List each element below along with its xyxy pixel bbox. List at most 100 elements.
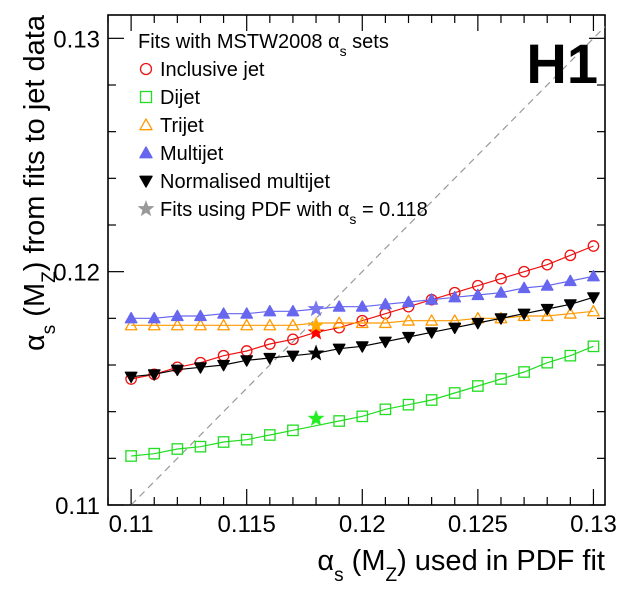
- data-point: [286, 318, 300, 331]
- y-axis-title-mid: (M: [19, 283, 51, 325]
- data-point: [379, 336, 392, 349]
- data-point: [448, 322, 462, 335]
- data-point: [564, 249, 577, 262]
- x-tick-label: 0.13: [570, 511, 617, 538]
- data-point: [217, 436, 230, 448]
- data-point: [587, 240, 600, 252]
- series-dijet: [125, 340, 600, 462]
- legend-star-label-suffix: = 0.118: [356, 199, 427, 221]
- data-point: [564, 349, 577, 362]
- data-point: [563, 274, 577, 287]
- diagonal-line: [130, 26, 606, 506]
- y-axis-title: αs (MZ) from fits to jet data: [19, 14, 60, 351]
- data-point: [587, 304, 600, 317]
- x-tick-label: 0.115: [218, 511, 276, 538]
- x-axis-title-mid: (M: [344, 545, 386, 577]
- legend-marker: [139, 175, 153, 188]
- data-point: [425, 293, 438, 305]
- y-axis-title-subscript: s: [39, 325, 60, 335]
- data-point: [540, 279, 554, 291]
- data-point: [332, 343, 346, 356]
- data-point: [541, 258, 554, 271]
- data-point: [217, 307, 230, 319]
- data-point: [263, 338, 276, 350]
- data-point: [263, 304, 277, 317]
- data-point: [170, 318, 184, 331]
- legend-marker: [139, 62, 153, 76]
- x-axis-title-subscript-2: Z: [385, 565, 397, 586]
- legend-label: Normalised multijet: [160, 171, 330, 193]
- data-point: [518, 366, 530, 378]
- data-point: [332, 316, 346, 329]
- data-point: [471, 317, 485, 330]
- data-point: [495, 272, 507, 285]
- data-point: [124, 318, 138, 331]
- legend-marker: [139, 90, 153, 104]
- series-multijet: [124, 269, 600, 324]
- data-point: [540, 303, 554, 316]
- data-point: [472, 380, 484, 392]
- data-point: [194, 318, 207, 331]
- data-point: [170, 364, 184, 377]
- data-point: [402, 331, 415, 344]
- data-point: [217, 318, 230, 331]
- axis-ticks: [107, 15, 605, 506]
- star-point: [307, 300, 325, 317]
- data-point: [494, 286, 508, 298]
- x-axis-title-subscript: s: [334, 565, 344, 586]
- legend-star-marker: [137, 200, 155, 217]
- legend-label: Dijet: [160, 87, 200, 109]
- x-axis-title-suffix: ) used in PDF fit: [397, 545, 605, 577]
- y-axis-title-subscript-2: Z: [39, 271, 60, 283]
- series-line: [131, 245, 594, 380]
- star-point: [307, 316, 325, 333]
- data-point: [286, 350, 300, 363]
- data-point: [495, 373, 507, 385]
- data-point: [240, 318, 254, 331]
- legend-star-label: Fits using PDF with αs = 0.118: [160, 199, 428, 227]
- data-point: [148, 447, 161, 460]
- data-point: [240, 307, 254, 319]
- data-point: [263, 429, 276, 441]
- data-point: [333, 415, 346, 427]
- x-axis-title-alpha-symbol: α: [317, 545, 334, 577]
- data-point: [517, 308, 531, 321]
- legend-header-suffix: sets: [347, 31, 389, 53]
- data-point: [448, 387, 461, 399]
- legend-marker: [139, 118, 153, 131]
- legend-star-label-alpha-symbol: α: [338, 199, 350, 221]
- legend-header-prefix: Fits with MSTW2008: [138, 31, 328, 53]
- data-point: [518, 265, 530, 278]
- star-point: [307, 323, 325, 340]
- data-point: [286, 304, 300, 317]
- data-point: [170, 309, 184, 322]
- legend-star-label-subscript: s: [349, 211, 356, 227]
- x-tick-label: 0.11: [109, 511, 154, 538]
- data-point: [194, 309, 207, 322]
- data-point: [355, 316, 369, 329]
- data-point: [494, 313, 508, 325]
- data-point: [425, 327, 438, 339]
- y-tick-label: 0.13: [53, 26, 100, 53]
- data-point: [541, 356, 554, 369]
- data-point: [425, 394, 438, 406]
- legend-marker: [139, 146, 153, 159]
- data-point: [356, 314, 369, 327]
- legend-header-alpha-symbol: α: [328, 31, 340, 53]
- x-tick-label: 0.12: [339, 511, 386, 538]
- data-point: [517, 281, 531, 294]
- data-point: [147, 369, 161, 381]
- y-axis-title-alpha-symbol: α: [19, 334, 51, 351]
- series-normalised-multijet: [124, 292, 600, 384]
- series-line: [131, 310, 594, 326]
- data-point: [402, 295, 415, 308]
- data-point: [171, 443, 184, 455]
- data-point: [194, 362, 207, 374]
- data-point: [448, 290, 462, 303]
- data-point: [125, 450, 137, 462]
- data-point: [194, 440, 207, 453]
- y-tick-label: 0.12: [53, 260, 100, 287]
- legend-label: Trijet: [160, 115, 204, 137]
